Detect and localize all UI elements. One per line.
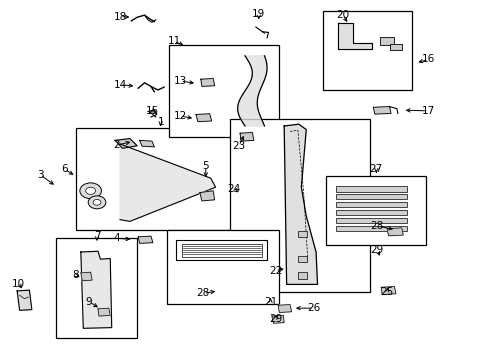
Text: 24: 24 xyxy=(227,184,241,194)
Polygon shape xyxy=(338,23,372,49)
Polygon shape xyxy=(272,315,284,323)
Polygon shape xyxy=(373,107,391,114)
Text: 2: 2 xyxy=(113,140,120,150)
Text: 15: 15 xyxy=(146,106,160,116)
Text: 14: 14 xyxy=(113,80,127,90)
Text: 27: 27 xyxy=(369,164,383,174)
Polygon shape xyxy=(120,144,216,221)
Text: 9: 9 xyxy=(86,297,93,307)
Text: 29: 29 xyxy=(269,314,282,324)
Text: 20: 20 xyxy=(337,10,349,20)
Polygon shape xyxy=(238,56,267,126)
Bar xyxy=(56,238,137,338)
Polygon shape xyxy=(284,124,318,284)
Bar xyxy=(176,240,267,260)
Polygon shape xyxy=(98,308,110,316)
Text: 28: 28 xyxy=(370,221,384,231)
Bar xyxy=(336,218,407,223)
Polygon shape xyxy=(240,132,254,141)
Text: 29: 29 xyxy=(370,245,384,255)
Polygon shape xyxy=(17,290,32,310)
Text: 8: 8 xyxy=(73,270,79,280)
Polygon shape xyxy=(387,228,403,236)
Text: 7: 7 xyxy=(94,231,100,241)
Bar xyxy=(336,226,407,231)
Polygon shape xyxy=(200,191,215,201)
Bar xyxy=(380,37,394,45)
Bar xyxy=(326,176,426,245)
Polygon shape xyxy=(140,140,154,147)
Bar xyxy=(390,44,402,50)
Bar xyxy=(336,202,407,207)
Polygon shape xyxy=(381,287,396,294)
Text: 3: 3 xyxy=(37,170,44,180)
Bar xyxy=(298,231,307,237)
Bar xyxy=(323,11,412,90)
Bar xyxy=(169,45,279,137)
Polygon shape xyxy=(115,139,137,148)
Bar xyxy=(230,119,370,292)
Text: 17: 17 xyxy=(422,106,436,116)
Polygon shape xyxy=(278,305,292,312)
Text: 4: 4 xyxy=(113,233,120,243)
Circle shape xyxy=(88,196,106,209)
Text: 28: 28 xyxy=(196,288,210,298)
Bar xyxy=(336,210,407,215)
Polygon shape xyxy=(81,251,112,328)
Polygon shape xyxy=(81,272,92,281)
Text: 26: 26 xyxy=(307,303,320,313)
Text: 22: 22 xyxy=(269,266,282,276)
Text: 12: 12 xyxy=(173,111,187,121)
Text: 21: 21 xyxy=(264,297,277,307)
Text: 5: 5 xyxy=(202,161,209,171)
Circle shape xyxy=(93,199,101,205)
Bar xyxy=(298,272,307,279)
Polygon shape xyxy=(138,236,153,243)
Bar xyxy=(76,128,240,230)
Text: 13: 13 xyxy=(173,76,187,86)
Text: 1: 1 xyxy=(157,117,164,127)
Circle shape xyxy=(80,183,101,199)
Bar xyxy=(182,244,262,257)
Text: 25: 25 xyxy=(380,287,394,297)
Text: 18: 18 xyxy=(113,12,127,22)
Text: 23: 23 xyxy=(232,141,246,151)
Text: 11: 11 xyxy=(167,36,181,46)
Bar xyxy=(336,186,407,192)
Text: 19: 19 xyxy=(252,9,266,19)
Bar xyxy=(336,194,407,199)
Text: 16: 16 xyxy=(422,54,436,64)
Polygon shape xyxy=(201,78,215,86)
Circle shape xyxy=(86,187,96,194)
Text: 6: 6 xyxy=(61,164,68,174)
Bar xyxy=(298,256,307,262)
Bar xyxy=(167,230,279,304)
Text: 10: 10 xyxy=(12,279,25,289)
Polygon shape xyxy=(196,114,212,122)
